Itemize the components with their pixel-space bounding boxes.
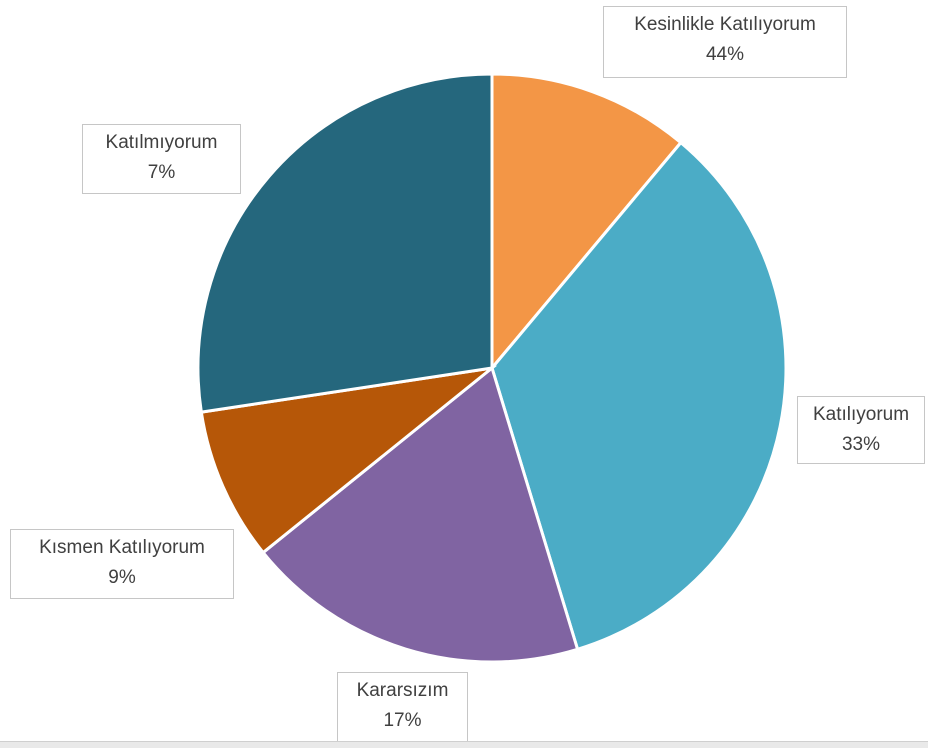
- data-label-percent: 17%: [383, 710, 422, 731]
- data-label-kismen-katiliyorum: Kısmen Katılıyorum 9%: [10, 529, 234, 599]
- pie-slice-kesinlikle-katiliyorum: [490, 72, 683, 373]
- data-label-percent: 44%: [705, 44, 745, 65]
- data-label-category: Katılıyorum: [812, 404, 910, 425]
- bottom-divider: [0, 741, 928, 748]
- data-label-katiliyorum: Katılıyorum 33%: [797, 396, 925, 464]
- data-label-percent: 7%: [147, 162, 176, 183]
- data-label-percent: 9%: [108, 567, 136, 588]
- pie-slice-kismen-katiliyorum: [199, 365, 498, 555]
- pie-slice-katiliyorum: [490, 140, 788, 652]
- data-label-category: Katılmıyorum: [105, 132, 218, 153]
- data-label-category: Kararsızım: [356, 680, 449, 701]
- pie-slice-kararsizim: [261, 365, 580, 664]
- data-label-kesinlikle-katiliyorum: Kesinlikle Katılıyorum 44%: [603, 6, 847, 78]
- data-label-category: Kesinlikle Katılıyorum: [634, 14, 816, 35]
- pie-slice-katilmiyorum: [196, 72, 494, 414]
- data-label-percent: 33%: [841, 434, 881, 455]
- data-label-katilmiyorum: Katılmıyorum 7%: [82, 124, 241, 194]
- data-label-category: Kısmen Katılıyorum: [39, 537, 205, 558]
- data-label-kararsizim: Kararsızım 17%: [337, 672, 468, 742]
